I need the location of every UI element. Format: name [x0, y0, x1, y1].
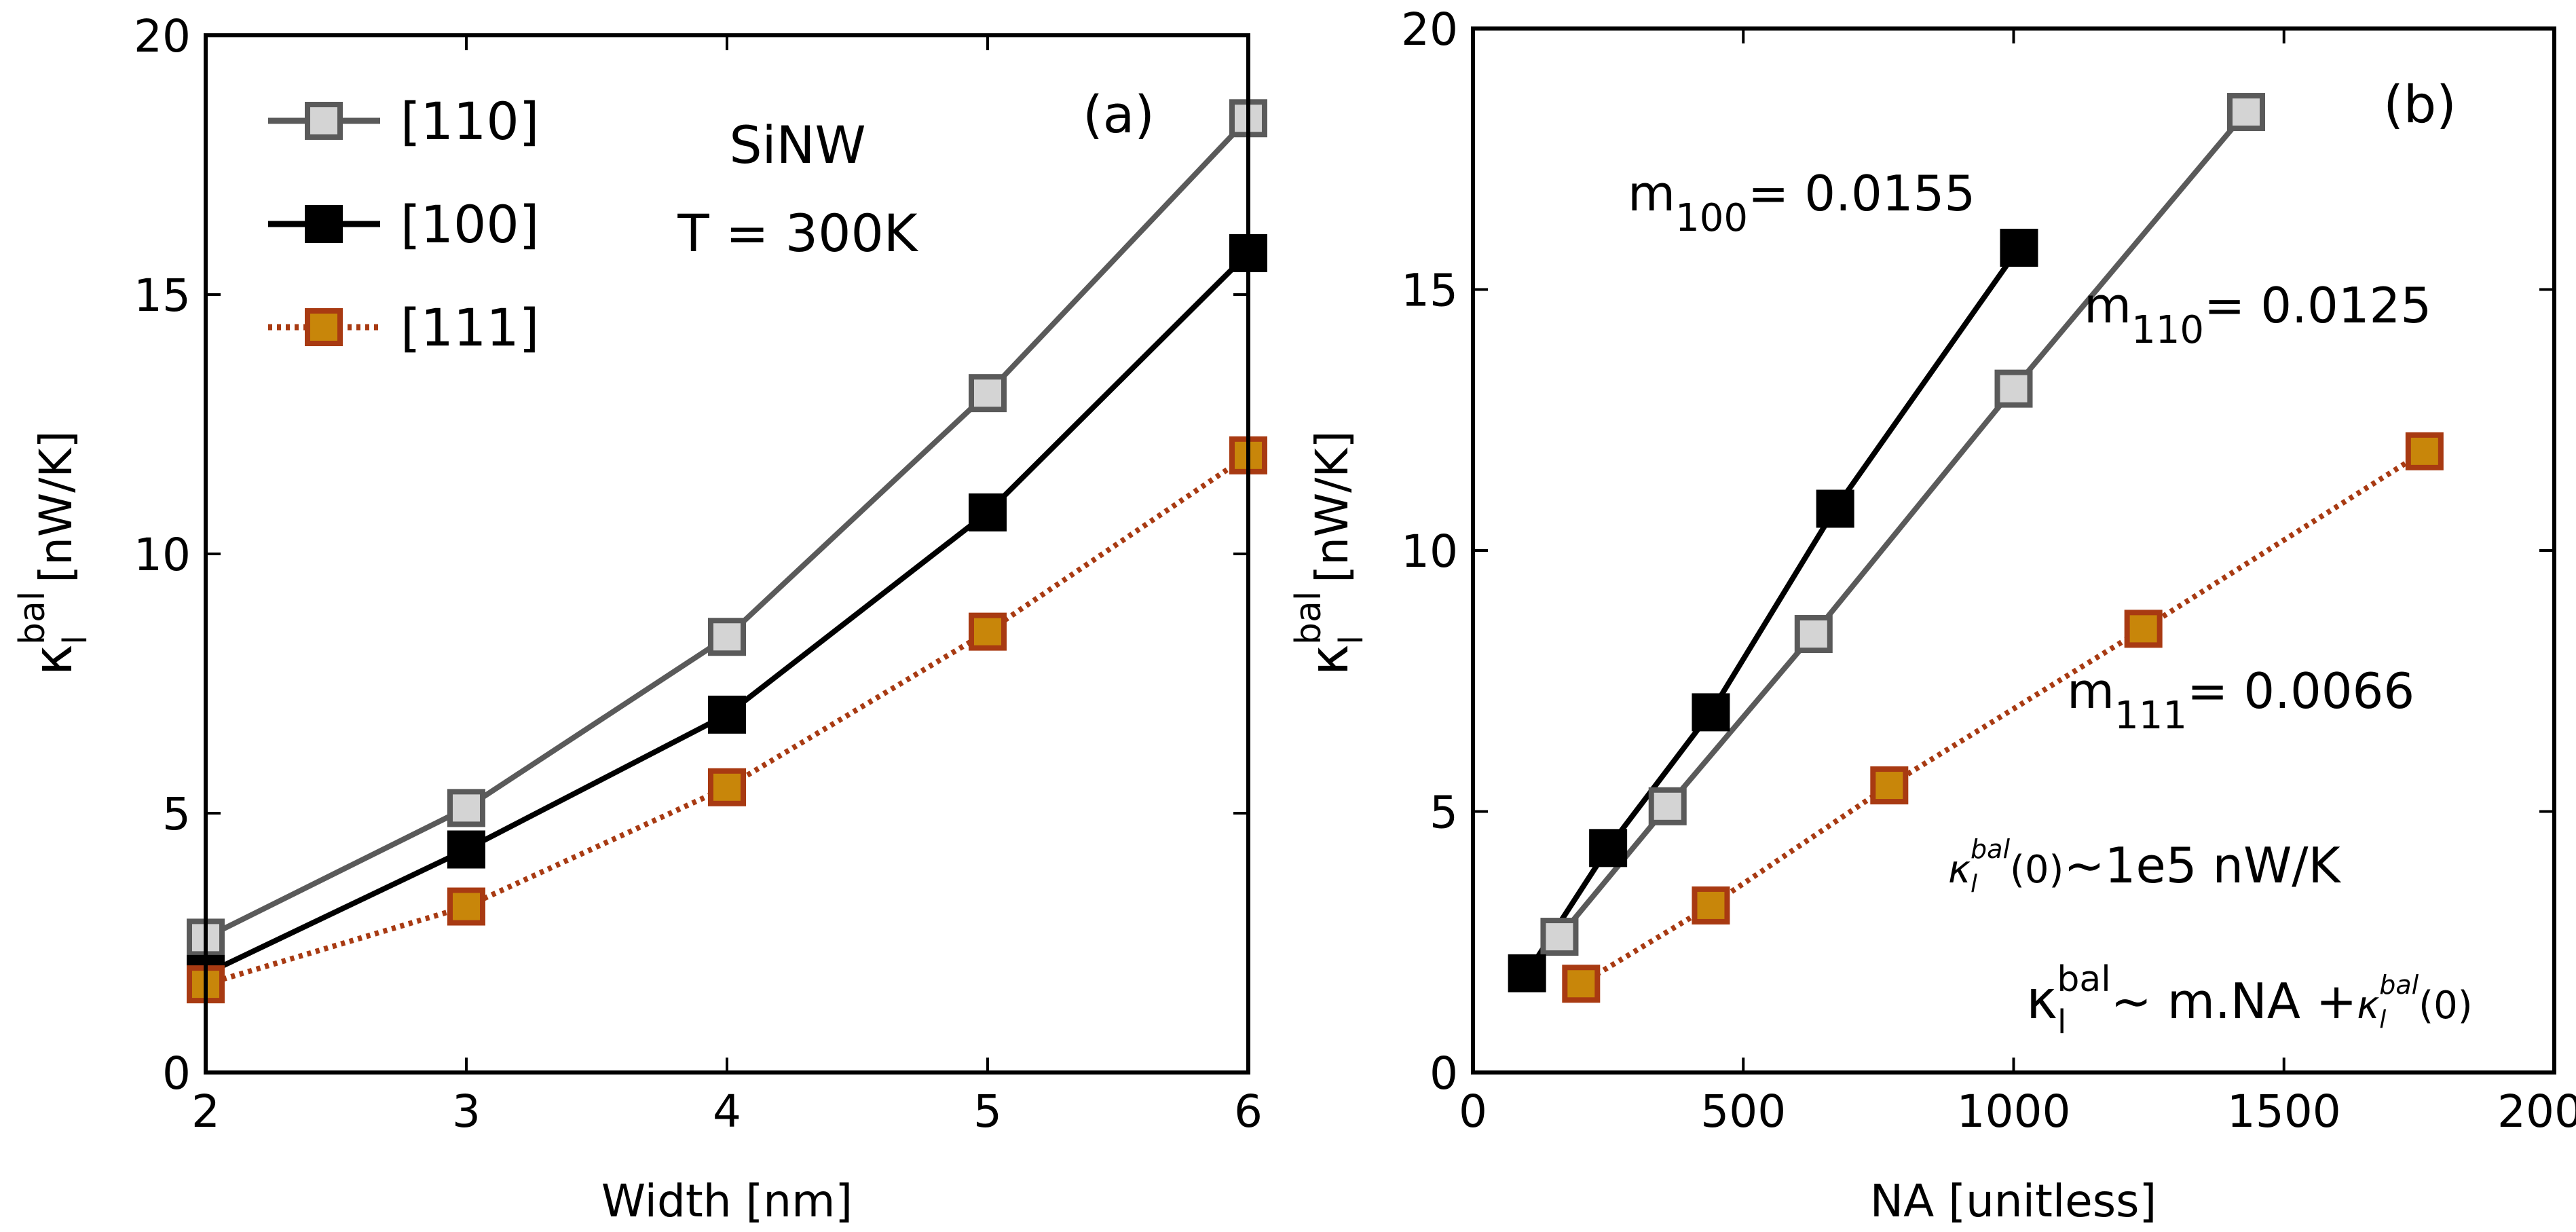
data-point-110 — [2226, 93, 2265, 132]
data-point-100 — [969, 493, 1007, 531]
y-tick-label: 5 — [162, 788, 191, 840]
data-point-111 — [969, 612, 1007, 651]
svg-text:κlbal[nW/K]: κlbal[nW/K] — [1288, 431, 1370, 676]
series-line-111 — [1580, 449, 2426, 986]
panel-a: 2 3 4 5 6 0 5 10 15 20 κlbal[nW/K] Width [nm] (a)… — [12, 10, 1267, 1227]
data-point-110 — [1540, 918, 1579, 956]
data-point-100 — [1589, 829, 1628, 867]
panel-b-markers — [1508, 93, 2444, 1003]
x-tick-label: 0 — [1459, 1085, 1487, 1138]
x-tick-label: 4 — [713, 1085, 741, 1138]
data-point-110 — [1994, 369, 2033, 408]
legend-100-label: [100] — [400, 194, 539, 255]
y-tick-label: 15 — [1401, 265, 1458, 317]
y-tick-label: 20 — [134, 10, 191, 62]
x-tick-label: 3 — [452, 1085, 481, 1138]
panel-a-xlabel: Width [nm] — [601, 1175, 853, 1227]
y-tick-label: 0 — [162, 1047, 191, 1100]
legend-110-label: [110] — [400, 91, 539, 151]
x-tick-label: 1000 — [1957, 1085, 2071, 1138]
panel-b-xlabel: NA [unitless] — [1870, 1175, 2157, 1227]
material-annotation: SiNW — [729, 115, 865, 175]
legend-111-marker — [305, 308, 343, 346]
x-tick-label: 500 — [1700, 1085, 1786, 1138]
panel-a-legend: [110] [100] [111] — [268, 91, 539, 358]
panel-a-tag: (a) — [1083, 84, 1155, 145]
data-point-110 — [708, 618, 746, 656]
x-tick-label: 5 — [973, 1085, 1002, 1138]
data-point-100 — [1692, 693, 1730, 732]
y-tick-label: 20 — [1401, 3, 1458, 56]
svg-text:κlbal[nW/K]: κlbal[nW/K] — [12, 431, 94, 676]
temperature-annotation: T = 300K — [677, 203, 918, 263]
slope-110-annotation: m110= 0.0125 — [2084, 277, 2431, 352]
linear-fit-formula: κlbal∼ m.NA +κlbal(0) — [2026, 959, 2473, 1041]
legend-111-label: [111] — [400, 297, 539, 358]
slope-100-annotation: m100= 0.0155 — [1628, 165, 1975, 240]
legend-100-marker — [305, 205, 343, 243]
panel-a-ticks: 2 3 4 5 6 0 5 10 15 20 — [134, 10, 1263, 1138]
panel-b-axes-frame — [1471, 26, 2556, 1075]
x-tick-label: 2 — [191, 1085, 220, 1138]
data-point-111 — [1562, 965, 1601, 1003]
slope-111-annotation: m111= 0.0066 — [2067, 662, 2414, 738]
data-point-100 — [1816, 489, 1854, 528]
data-point-100 — [1508, 954, 1546, 992]
y-tick-label: 5 — [1430, 787, 1458, 839]
data-point-111 — [1870, 766, 1909, 805]
data-point-100 — [2000, 228, 2038, 267]
y-tick-label: 0 — [1430, 1047, 1458, 1100]
data-point-111 — [1692, 886, 1730, 925]
data-point-110 — [1794, 615, 1833, 654]
panel-b-tag: (b) — [2383, 74, 2457, 134]
data-point-111 — [708, 768, 746, 806]
intercept-formula: κlbal(0)∼1e5 nW/K — [1948, 834, 2342, 898]
panel-a-markers — [187, 99, 1267, 1004]
data-point-111 — [2405, 432, 2444, 470]
panel-a-ylabel: κlbal[nW/K] — [12, 431, 94, 676]
data-point-100 — [447, 830, 485, 869]
legend-110-marker — [305, 102, 343, 140]
data-point-110 — [1648, 787, 1687, 825]
data-point-100 — [708, 695, 746, 734]
series-line-100 — [204, 251, 1250, 977]
data-point-110 — [969, 374, 1007, 413]
panel-a-axes-frame — [204, 33, 1250, 1075]
panel-b-ylabel: κlbal[nW/K] — [1288, 431, 1370, 676]
data-point-111 — [447, 887, 485, 926]
y-tick-label: 10 — [1401, 525, 1458, 578]
x-tick-label: 6 — [1234, 1085, 1263, 1138]
data-point-111 — [2124, 610, 2163, 648]
data-point-110 — [447, 789, 485, 827]
y-tick-label: 10 — [134, 529, 191, 581]
y-tick-label: 15 — [134, 269, 191, 322]
x-tick-label: 1500 — [2227, 1085, 2341, 1138]
